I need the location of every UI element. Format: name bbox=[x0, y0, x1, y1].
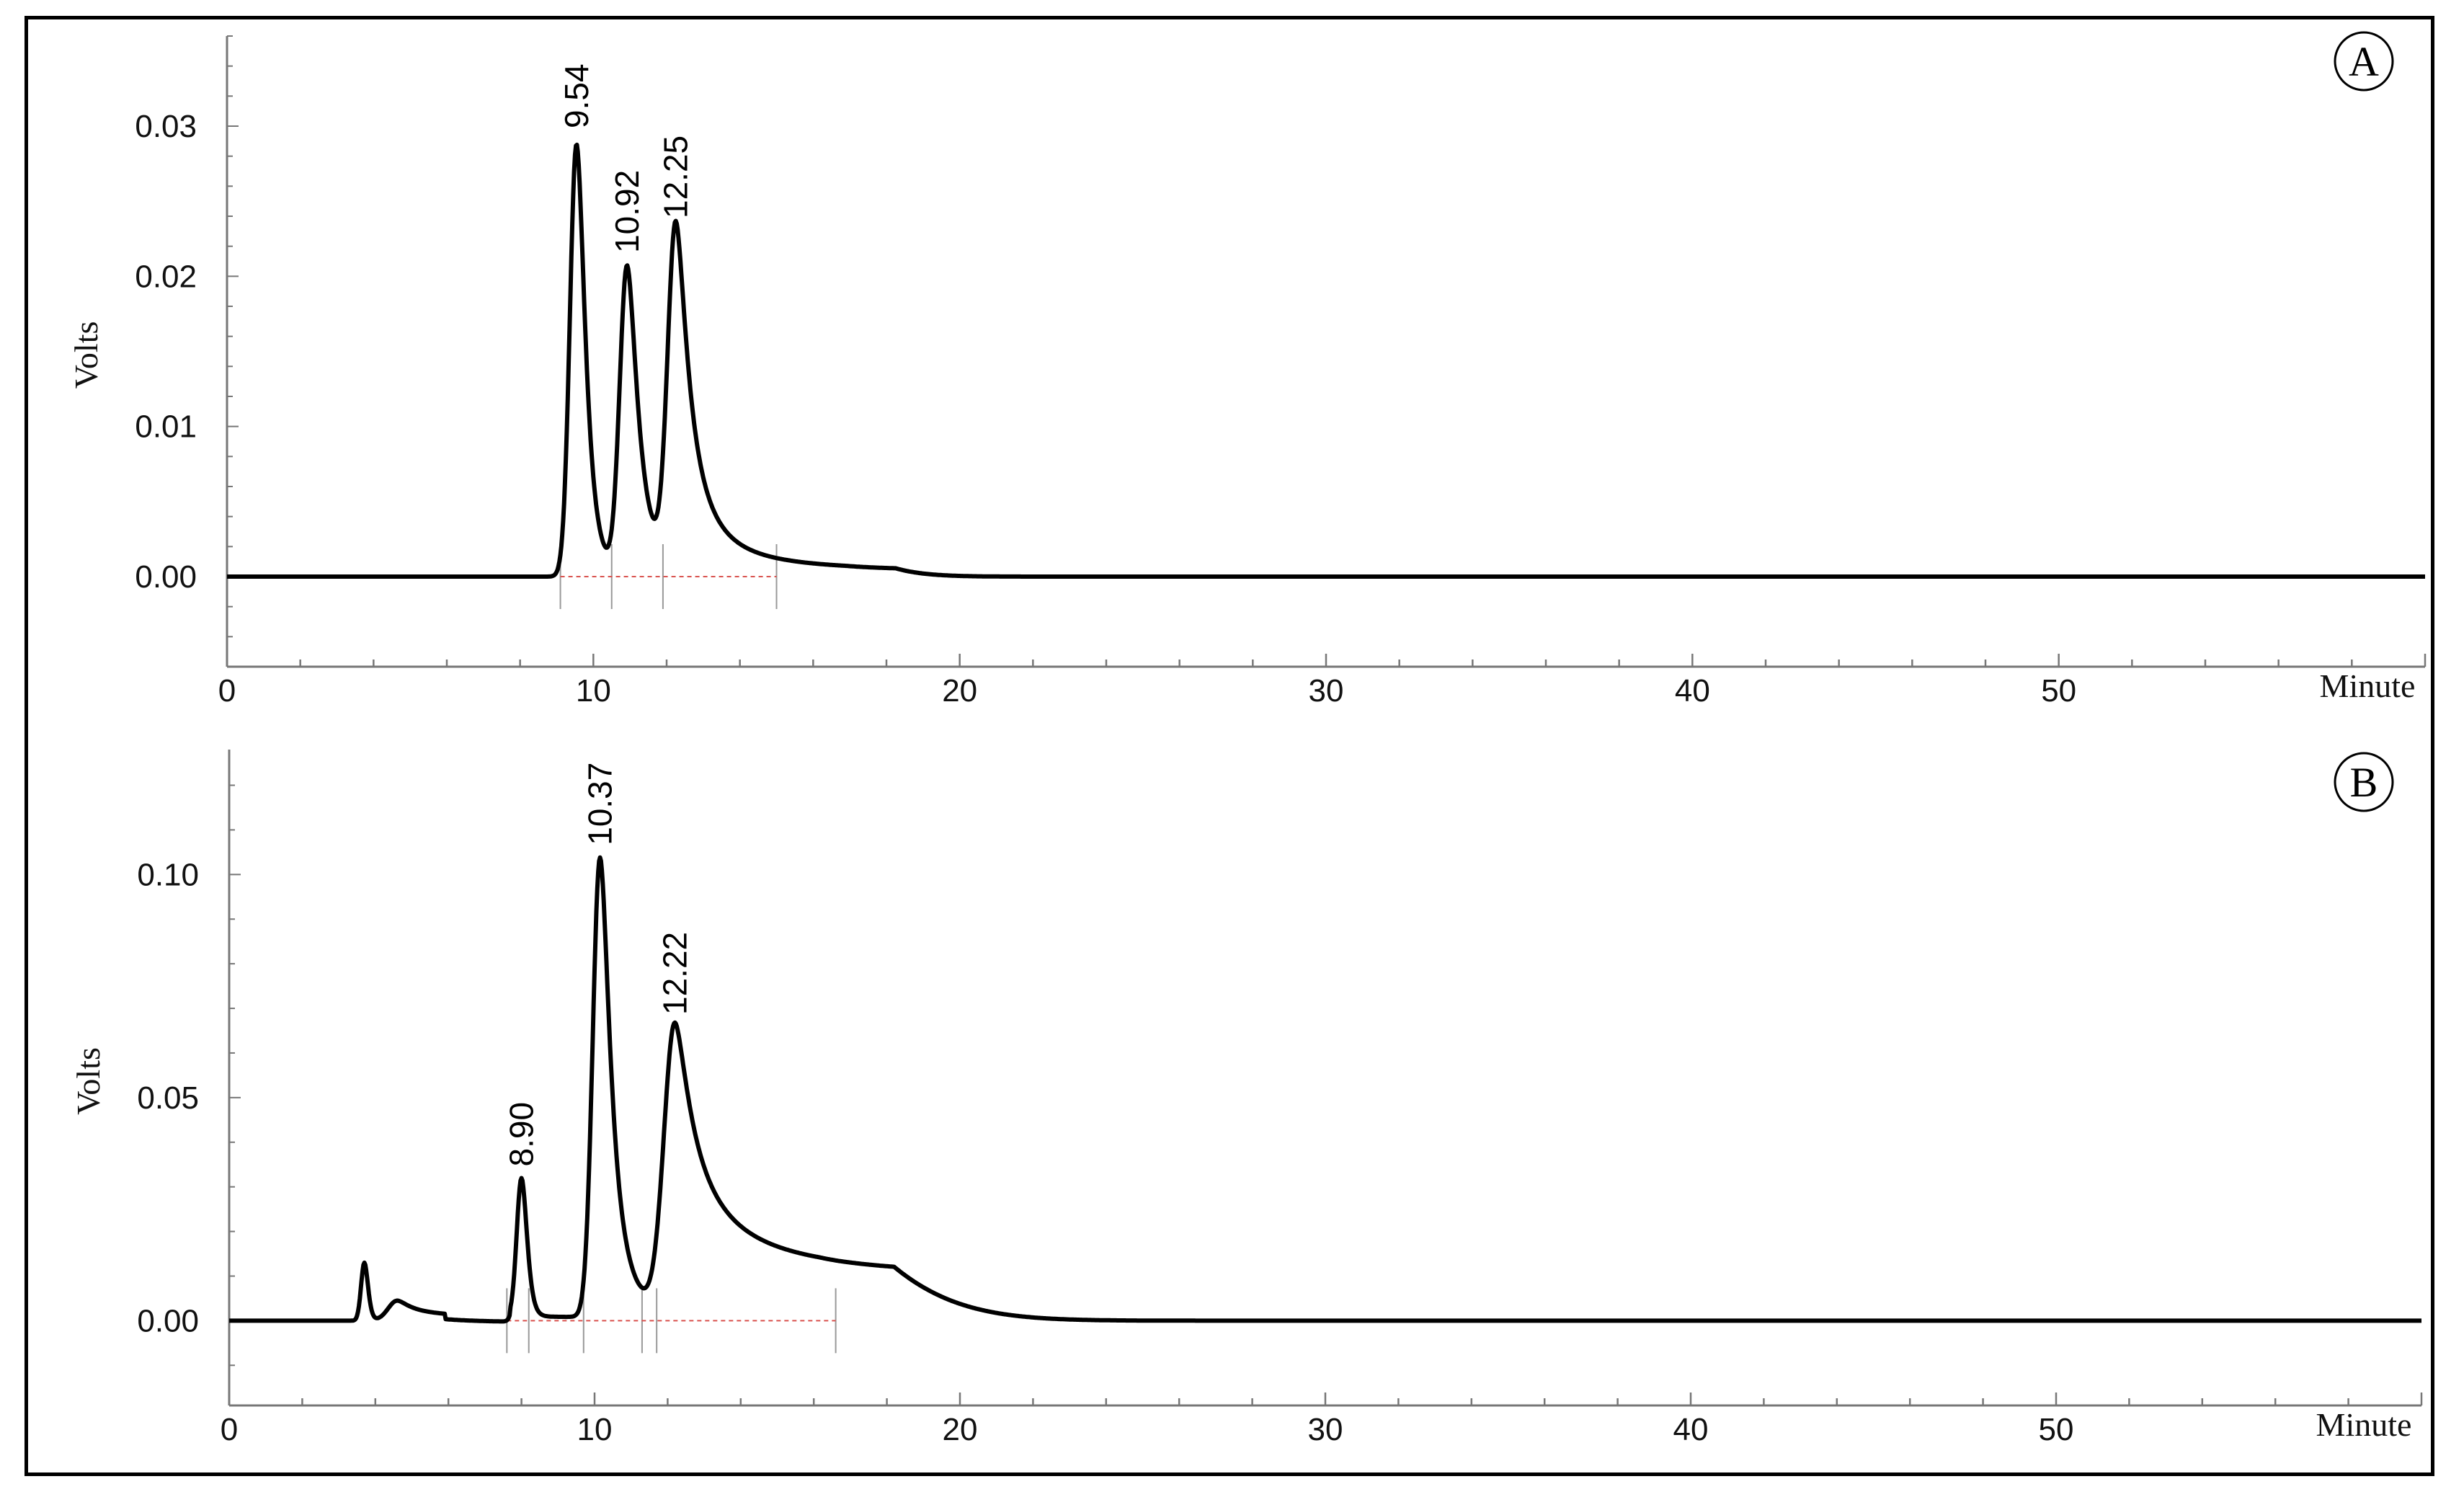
chromatogram-trace bbox=[228, 855, 2423, 1324]
peak-label: 10.37 bbox=[582, 763, 619, 845]
figure-frame bbox=[25, 16, 2434, 1476]
peak-label: 8.90 bbox=[503, 1102, 541, 1167]
x-tick-label: 50 bbox=[2041, 673, 2076, 708]
y-axis-title: Volts bbox=[70, 1047, 107, 1115]
y-tick-label: 0.03 bbox=[135, 109, 197, 144]
x-tick-label: 20 bbox=[942, 673, 977, 708]
chromatogram-panel-b: 0 10 20 30 40 50 0.00 0.05 0.10 Volts Minute B 8.90 1… bbox=[70, 750, 2423, 1447]
peak-label: 10.92 bbox=[608, 170, 646, 253]
chromatogram-trace bbox=[226, 142, 2427, 579]
y-tick-label: 0.02 bbox=[135, 259, 197, 294]
panel-label: B bbox=[2350, 759, 2378, 806]
y-tick-label: 0.10 bbox=[137, 857, 199, 892]
peak-label: 12.22 bbox=[657, 932, 694, 1015]
y-tick-label: 0.00 bbox=[135, 559, 197, 595]
x-tick-label: 40 bbox=[1673, 1412, 1709, 1447]
peak-label: 9.54 bbox=[558, 63, 595, 128]
panel-label-circle bbox=[2334, 752, 2394, 812]
chromatogram-panel-a: 0 10 20 30 40 50 0.00 0.01 0.02 0.03 Volts Minute A 9… bbox=[68, 31, 2427, 708]
panel-label: A bbox=[2349, 38, 2379, 85]
x-axis-title: Minute bbox=[2316, 1406, 2412, 1443]
y-axis-title: Volts bbox=[68, 321, 104, 389]
peak-label: 12.25 bbox=[657, 136, 695, 218]
x-tick-label: 30 bbox=[1309, 673, 1344, 708]
x-axis-title: Minute bbox=[2320, 667, 2416, 704]
x-tick-label: 40 bbox=[1675, 673, 1710, 708]
x-tick-label: 10 bbox=[576, 673, 611, 708]
y-tick-label: 0.00 bbox=[137, 1303, 199, 1338]
x-tick-label: 10 bbox=[577, 1412, 613, 1447]
x-tick-label: 0 bbox=[221, 1412, 238, 1447]
y-tick-label: 0.01 bbox=[135, 409, 197, 445]
x-tick-label: 30 bbox=[1308, 1412, 1343, 1447]
x-tick-label: 20 bbox=[943, 1412, 978, 1447]
x-tick-label: 0 bbox=[218, 673, 236, 708]
y-tick-label: 0.05 bbox=[137, 1080, 199, 1116]
x-tick-label: 50 bbox=[2039, 1412, 2074, 1447]
panel-label-circle bbox=[2334, 31, 2394, 92]
